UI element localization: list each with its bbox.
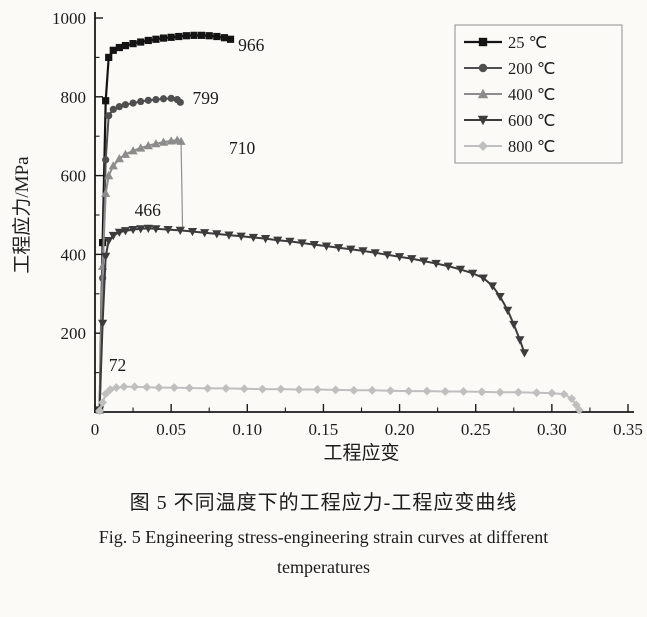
series-200℃ [95,94,184,414]
legend-label-400℃: 400 ℃ [508,85,555,104]
svg-text:400: 400 [61,245,87,264]
legend-label-25℃: 25 ℃ [508,33,547,52]
legend-label-600℃: 600 ℃ [508,111,555,130]
annotation-466: 466 [135,200,162,220]
svg-text:0.05: 0.05 [156,420,186,439]
figure-caption: 图 5 不同温度下的工程应力-工程应变曲线 Fig. 5 Engineering… [0,486,647,578]
svg-text:600: 600 [61,167,87,186]
caption-english-line2: temperatures [277,557,370,577]
svg-text:0.15: 0.15 [309,420,339,439]
svg-text:0.25: 0.25 [461,420,491,439]
svg-text:0.10: 0.10 [232,420,262,439]
chart-svg: 0 0.05 0.10 0.15 0.20 0.25 0.30 0.35 200 400 600 80… [11,9,643,464]
x-axis-label: 工程应变 [323,442,399,464]
caption-chinese: 图 5 不同温度下的工程应力-工程应变曲线 [129,492,518,514]
series-600℃ [94,224,530,415]
svg-text:0.35: 0.35 [613,420,643,439]
svg-text:0: 0 [91,420,100,439]
annotation-966: 966 [238,35,264,55]
svg-text:0.20: 0.20 [385,420,415,439]
svg-text:0.30: 0.30 [537,420,567,439]
legend-label-200℃: 200 ℃ [508,59,555,78]
annotation-72: 72 [109,355,127,375]
y-axis-label: 工程应力/MPa [11,156,33,274]
fracture-drop-line [180,141,184,228]
legend-label-800℃: 800 ℃ [508,137,555,156]
caption-english-line1: Fig. 5 Engineering stress-engineering st… [98,527,549,547]
annotation-799: 799 [192,88,219,108]
legend: 25 ℃ 200 ℃ 400 ℃ 600 ℃ 800 ℃ [454,24,623,164]
annotation-710: 710 [229,138,256,158]
svg-text:200: 200 [61,324,87,343]
series-25℃ [95,31,235,414]
svg-text:1000: 1000 [52,9,86,28]
series-800℃ [95,382,584,416]
svg-text:800: 800 [61,88,87,107]
